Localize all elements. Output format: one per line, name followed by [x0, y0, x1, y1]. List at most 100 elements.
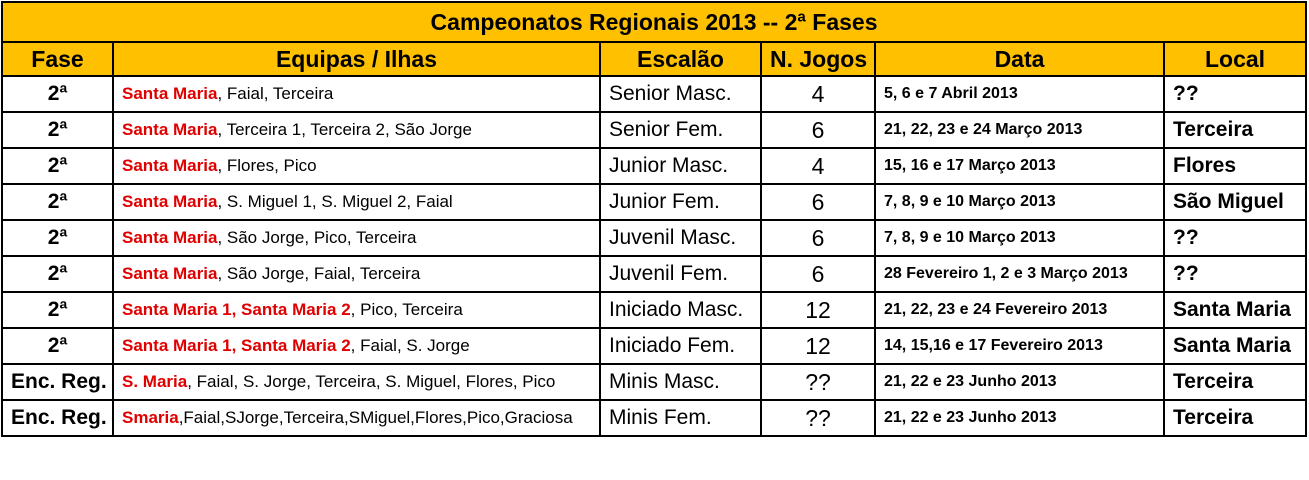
- cell-fase: 2ª: [1, 255, 114, 293]
- cell-equipas: Santa Maria 1, Santa Maria 2, Faial, S. …: [112, 327, 601, 365]
- cell-local: Santa Maria: [1162, 327, 1308, 365]
- other-teams: , Faial, S. Jorge: [350, 336, 470, 355]
- cell-jogos: 4: [760, 75, 876, 113]
- header-local: Local: [1162, 41, 1308, 77]
- cell-fase: Enc. Reg.: [1, 399, 114, 437]
- highlighted-team: Santa Maria: [122, 120, 218, 139]
- cell-data: 5, 6 e 7 Abril 2013: [874, 75, 1165, 113]
- header-jogos: N. Jogos: [760, 41, 876, 77]
- table-row: 2ª Santa Maria, Flores, Pico Junior Masc. 4…: [1, 147, 1308, 185]
- cell-fase: 2ª: [1, 327, 114, 365]
- other-teams: , Faial, Terceira: [217, 84, 334, 103]
- cell-escalao: Senior Masc.: [599, 75, 762, 113]
- header-fase: Fase: [1, 41, 114, 77]
- cell-fase: 2ª: [1, 291, 114, 329]
- highlighted-team: Santa Maria: [122, 192, 218, 211]
- cell-fase: 2ª: [1, 111, 114, 149]
- cell-equipas: Santa Maria, São Jorge, Faial, Terceira: [112, 255, 601, 293]
- cell-escalao: Iniciado Fem.: [599, 327, 762, 365]
- cell-local: Flores: [1162, 147, 1308, 185]
- cell-fase: Enc. Reg.: [1, 363, 114, 401]
- table-row: Enc. Reg. S. Maria, Faial, S. Jorge, Terc…: [1, 363, 1308, 401]
- cell-escalao: Juvenil Masc.: [599, 219, 762, 257]
- highlighted-team: Santa Maria: [122, 228, 218, 247]
- cell-equipas: Santa Maria, Flores, Pico: [112, 147, 601, 185]
- highlighted-team: Smaria: [122, 408, 179, 427]
- other-teams: , S. Miguel 1, S. Miguel 2, Faial: [217, 192, 453, 211]
- cell-fase: 2ª: [1, 219, 114, 257]
- cell-jogos: 12: [760, 327, 876, 365]
- table-title: Campeonatos Regionais 2013 -- 2ª Fases: [0, 1, 1308, 43]
- cell-equipas: Santa Maria, São Jorge, Pico, Terceira: [112, 219, 601, 257]
- highlighted-team: Santa Maria 1, Santa Maria 2: [122, 336, 351, 355]
- other-teams: , Faial, S. Jorge, Terceira, S. Miguel, …: [187, 372, 556, 391]
- cell-escalao: Junior Masc.: [599, 147, 762, 185]
- cell-data: 21, 22, 23 e 24 Março 2013: [874, 111, 1165, 149]
- cell-equipas: S. Maria, Faial, S. Jorge, Terceira, S. …: [112, 363, 601, 401]
- header-equipas: Equipas / Ilhas: [112, 41, 601, 77]
- cell-local: São Miguel: [1162, 183, 1308, 221]
- cell-data: 7, 8, 9 e 10 Março 2013: [874, 183, 1165, 221]
- highlighted-team: Santa Maria: [122, 84, 218, 103]
- header-escalao: Escalão: [599, 41, 762, 77]
- cell-local: ??: [1162, 255, 1308, 293]
- highlighted-team: Santa Maria: [122, 264, 218, 283]
- header-data: Data: [874, 41, 1165, 77]
- cell-equipas: Smaria,Faial,SJorge,Terceira,SMiguel,Flo…: [112, 399, 601, 437]
- other-teams: , Terceira 1, Terceira 2, São Jorge: [217, 120, 472, 139]
- cell-local: Santa Maria: [1162, 291, 1308, 329]
- championships-table: Campeonatos Regionais 2013 -- 2ª Fases F…: [0, 1, 1308, 437]
- cell-jogos: 4: [760, 147, 876, 185]
- cell-jogos: 12: [760, 291, 876, 329]
- highlighted-team: Santa Maria: [122, 156, 218, 175]
- cell-data: 21, 22 e 23 Junho 2013: [874, 399, 1165, 437]
- other-teams: , São Jorge, Faial, Terceira: [217, 264, 421, 283]
- table-row: 2ª Santa Maria 1, Santa Maria 2, Faial, S…: [1, 327, 1308, 365]
- cell-local: Terceira: [1162, 111, 1308, 149]
- table-row: Enc. Reg. Smaria,Faial,SJorge,Terceira,SM…: [1, 399, 1308, 437]
- other-teams: , São Jorge, Pico, Terceira: [217, 228, 417, 247]
- highlighted-team: S. Maria: [122, 372, 188, 391]
- table-row: 2ª Santa Maria, Terceira 1, Terceira 2, S…: [1, 111, 1308, 149]
- table-row: 2ª Santa Maria, Faial, Terceira Senior Mas…: [1, 75, 1308, 113]
- cell-local: ??: [1162, 219, 1308, 257]
- header-row: Fase Equipas / Ilhas Escalão N. Jogos Da…: [1, 41, 1308, 77]
- cell-data: 21, 22 e 23 Junho 2013: [874, 363, 1165, 401]
- cell-equipas: Santa Maria, Terceira 1, Terceira 2, São…: [112, 111, 601, 149]
- cell-escalao: Minis Masc.: [599, 363, 762, 401]
- cell-fase: 2ª: [1, 75, 114, 113]
- table-row: 2ª Santa Maria, São Jorge, Pico, Terceira…: [1, 219, 1308, 257]
- cell-data: 14, 15,16 e 17 Fevereiro 2013: [874, 327, 1165, 365]
- cell-jogos: ??: [760, 399, 876, 437]
- title-row: Campeonatos Regionais 2013 -- 2ª Fases: [0, 1, 1308, 43]
- cell-fase: 2ª: [1, 147, 114, 185]
- cell-jogos: 6: [760, 183, 876, 221]
- cell-data: 15, 16 e 17 Março 2013: [874, 147, 1165, 185]
- cell-local: Terceira: [1162, 399, 1308, 437]
- highlighted-team: Santa Maria 1, Santa Maria 2: [122, 300, 351, 319]
- cell-data: 21, 22, 23 e 24 Fevereiro 2013: [874, 291, 1165, 329]
- table-row: 2ª Santa Maria 1, Santa Maria 2, Pico, Te…: [1, 291, 1308, 329]
- cell-escalao: Junior Fem.: [599, 183, 762, 221]
- table-row: 2ª Santa Maria, São Jorge, Faial, Terceir…: [1, 255, 1308, 293]
- other-teams: , Pico, Terceira: [350, 300, 463, 319]
- cell-escalao: Iniciado Masc.: [599, 291, 762, 329]
- cell-jogos: 6: [760, 219, 876, 257]
- table-row: 2ª Santa Maria, S. Miguel 1, S. Miguel 2,…: [1, 183, 1308, 221]
- cell-fase: 2ª: [1, 183, 114, 221]
- cell-local: Terceira: [1162, 363, 1308, 401]
- cell-equipas: Santa Maria, S. Miguel 1, S. Miguel 2, F…: [112, 183, 601, 221]
- cell-data: 28 Fevereiro 1, 2 e 3 Março 2013: [874, 255, 1165, 293]
- cell-data: 7, 8, 9 e 10 Março 2013: [874, 219, 1165, 257]
- other-teams: ,Faial,SJorge,Terceira,SMiguel,Flores,Pi…: [178, 408, 573, 427]
- cell-local: ??: [1162, 75, 1308, 113]
- other-teams: , Flores, Pico: [217, 156, 317, 175]
- cell-jogos: 6: [760, 255, 876, 293]
- cell-escalao: Minis Fem.: [599, 399, 762, 437]
- cell-equipas: Santa Maria, Faial, Terceira: [112, 75, 601, 113]
- cell-jogos: ??: [760, 363, 876, 401]
- cell-jogos: 6: [760, 111, 876, 149]
- cell-escalao: Juvenil Fem.: [599, 255, 762, 293]
- cell-equipas: Santa Maria 1, Santa Maria 2, Pico, Terc…: [112, 291, 601, 329]
- cell-escalao: Senior Fem.: [599, 111, 762, 149]
